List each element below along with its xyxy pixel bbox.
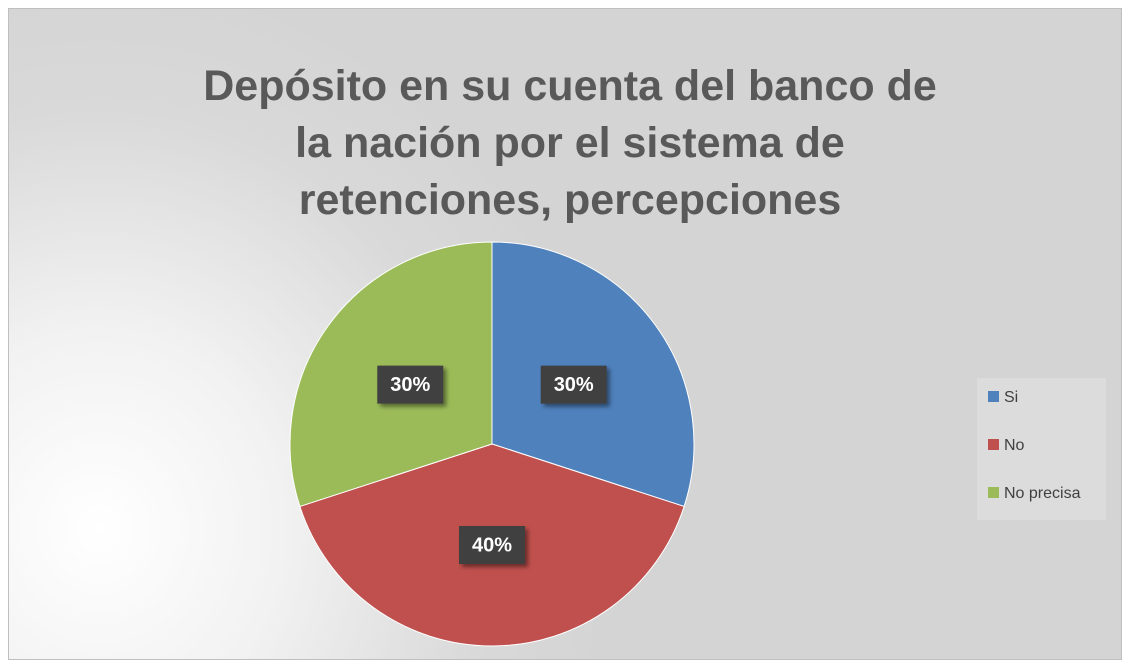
legend-swatch [988,439,999,450]
data-label: 30% [377,365,444,404]
chart-title: Depósito en su cuenta del banco de la na… [203,62,937,224]
data-label-text: 40% [472,534,512,556]
data-label-text: 30% [390,374,430,396]
legend-swatch [988,391,999,402]
data-label-box [459,526,525,564]
data-label: 40% [459,526,525,564]
data-label-box [540,365,607,404]
data-label-box [377,365,444,404]
legend-label: No [1004,437,1025,454]
legend-swatch [988,487,999,498]
data-label-text: 30% [554,374,594,396]
data-label: 30% [540,365,607,404]
legend-label: No precisa [1004,485,1081,502]
legend-label: Si [1004,389,1018,406]
